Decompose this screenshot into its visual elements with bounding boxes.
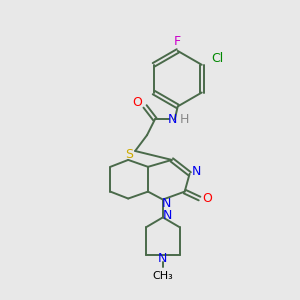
Text: N: N xyxy=(168,113,178,126)
Text: F: F xyxy=(174,34,181,47)
Text: S: S xyxy=(125,148,133,161)
Text: N: N xyxy=(158,253,168,266)
Text: N: N xyxy=(192,165,201,178)
Text: O: O xyxy=(202,192,212,205)
Text: Cl: Cl xyxy=(212,52,224,65)
Text: H: H xyxy=(180,113,189,126)
Text: CH₃: CH₃ xyxy=(152,271,173,281)
Text: N: N xyxy=(163,209,172,222)
Text: N: N xyxy=(162,197,172,210)
Text: O: O xyxy=(132,96,142,109)
